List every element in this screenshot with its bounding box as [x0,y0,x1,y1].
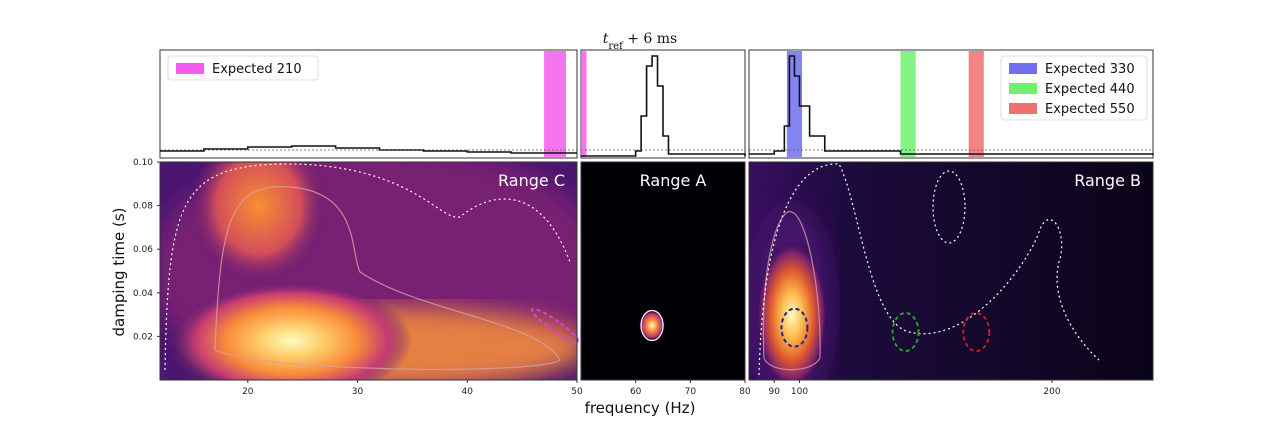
legend-swatch [1009,63,1037,74]
expected-band [581,51,587,157]
x-tick-label: 20 [242,387,254,397]
range-label: Range A [640,171,707,190]
x-tick-label: 60 [630,387,642,397]
x-tick-label: 30 [352,387,364,397]
expected-band [900,51,916,157]
histogram-line [581,55,746,157]
density-peak [188,162,329,286]
legend-swatch [1009,103,1037,114]
y-tick-label: 0.06 [133,245,153,255]
figure-title: tref + 6 ms [603,31,678,52]
y-axis-label: damping time (s) [110,208,128,337]
y-tick-label: 0.04 [133,289,153,299]
legend-label: Expected 550 [1045,102,1135,117]
range-label: Range C [498,171,565,190]
density-peak [638,308,667,343]
expected-band [786,51,803,157]
y-tick-label: 0.08 [133,202,153,212]
y-tick-label: 0.02 [133,332,153,342]
legend-box [167,55,319,81]
y-tick-label: 0.10 [133,158,153,168]
posterior-heatmap [749,162,1153,380]
x-tick-label: 200 [1043,387,1060,397]
density-peak [755,240,828,380]
contour-90 [762,210,821,371]
expected-band [544,51,567,157]
expected-ellipse [962,312,991,353]
density-peak [171,280,412,380]
x-axis-label: frequency (Hz) [585,399,696,417]
x-tick-label: 40 [462,387,474,397]
contour-90 [640,309,664,342]
range-label: Range B [1074,171,1141,190]
legend-label: Expected 330 [1045,62,1135,77]
histogram-line [160,145,577,154]
posterior-heatmap [581,162,745,380]
heatmap-frame [159,161,578,381]
expected-ellipse [780,307,809,348]
x-tick-label: 70 [685,387,697,397]
x-tick-label: 100 [791,387,808,397]
contour-99 [932,170,966,244]
heatmap-frame [748,161,1154,381]
contour-90 [214,186,561,370]
x-tick-label: 80 [739,387,751,397]
panel-range-c: Expected 210 Range C 20 30 40 50 [159,49,583,397]
legend-label: Expected 440 [1045,82,1135,97]
legend-swatch [176,63,204,74]
x-tick-label: 50 [571,387,583,397]
heatmap-frame [580,161,746,381]
x-tick-label: 90 [769,387,781,397]
expected-ellipse [891,312,920,353]
legend-box [1000,55,1148,121]
expected-ellipse [530,307,580,344]
expected-band [968,51,984,157]
legend-swatch [1009,83,1037,94]
legend-label: Expected 210 [212,62,302,77]
posterior-heatmap [160,162,577,380]
panel-range-b: Expected 330 Expected 440 Expected 550 Rang… [748,49,1154,397]
histogram-line [749,55,1154,155]
contour-99 [758,163,1100,376]
panel-range-a: Range A 60 70 80 [580,49,751,397]
